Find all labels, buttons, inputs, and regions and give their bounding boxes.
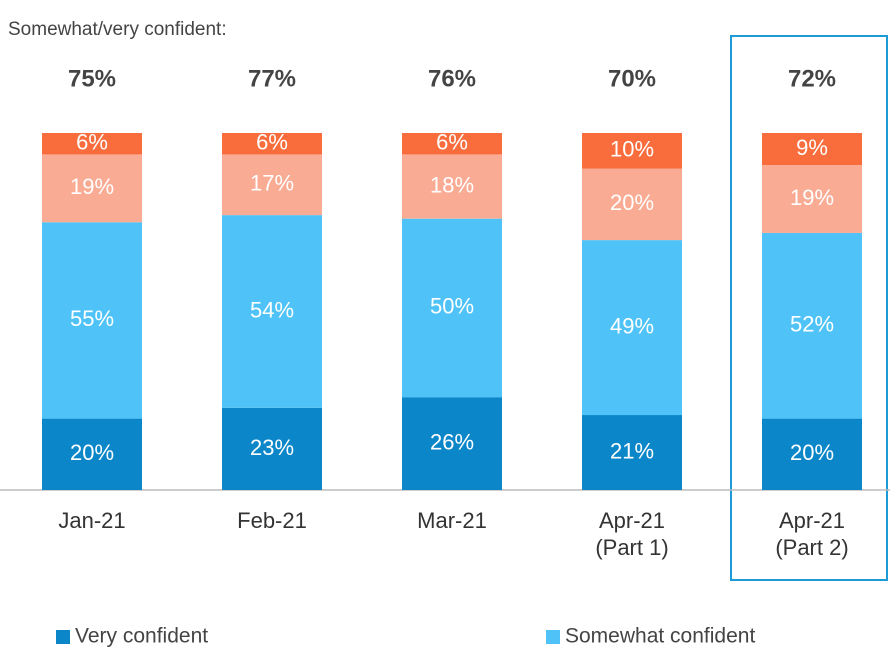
bar-segment <box>762 418 862 490</box>
x-tick-label: Feb-21 <box>237 508 307 533</box>
bar-segment <box>582 240 682 416</box>
bar-segment <box>42 154 142 223</box>
legend-marker <box>56 630 70 644</box>
value-label: 19% <box>790 185 834 210</box>
bar-segment <box>762 133 862 166</box>
total-label: 75% <box>68 65 116 92</box>
value-label: 20% <box>790 440 834 465</box>
value-label: 19% <box>70 174 114 199</box>
bar-segment <box>582 168 682 241</box>
value-label: 54% <box>250 297 294 322</box>
highlight-box <box>730 35 888 581</box>
total-label: 70% <box>608 65 656 92</box>
bar-segment <box>402 154 502 219</box>
bar-segment <box>582 133 682 169</box>
value-label: 6% <box>76 130 108 155</box>
bar-segment <box>222 154 322 216</box>
subtitle: Somewhat/very confident: <box>8 19 227 40</box>
bar-segment <box>42 133 142 155</box>
bar-segment <box>582 415 682 490</box>
legend-marker <box>546 630 560 644</box>
x-tick-label: Apr-21 (Part 1) <box>595 508 669 560</box>
x-tick-label: Jan-21 <box>58 508 126 533</box>
value-label: 18% <box>430 172 474 197</box>
value-label: 9% <box>796 135 828 160</box>
bar-segment <box>402 218 502 398</box>
value-label: 52% <box>790 312 834 337</box>
bar-segment <box>222 133 322 155</box>
value-label: 17% <box>250 171 294 196</box>
value-label: 50% <box>430 294 474 319</box>
bar-segment <box>402 397 502 490</box>
legend-label: Somewhat confident <box>565 625 755 648</box>
bar-segment <box>42 222 142 419</box>
value-label: 20% <box>70 440 114 465</box>
total-label: 72% <box>788 65 836 92</box>
total-label: 77% <box>248 65 296 92</box>
bar-segment <box>42 418 142 490</box>
value-label: 6% <box>436 130 468 155</box>
value-label: 55% <box>70 306 114 331</box>
x-tick-label: Mar-21 <box>417 508 487 533</box>
x-tick-label: Apr-21 (Part 2) <box>775 508 849 560</box>
value-label: 20% <box>610 190 654 215</box>
value-label: 21% <box>610 438 654 463</box>
bar-segment <box>402 133 502 155</box>
legend-label: Very confident <box>75 625 208 648</box>
value-label: 6% <box>256 130 288 155</box>
bar-segment <box>762 165 862 233</box>
bar-segment <box>222 407 322 490</box>
total-label: 76% <box>428 65 476 92</box>
value-label: 23% <box>250 435 294 460</box>
bar-segment <box>222 215 322 408</box>
value-label: 10% <box>610 137 654 162</box>
value-label: 49% <box>610 313 654 338</box>
value-label: 26% <box>430 429 474 454</box>
bar-segment <box>762 232 862 419</box>
